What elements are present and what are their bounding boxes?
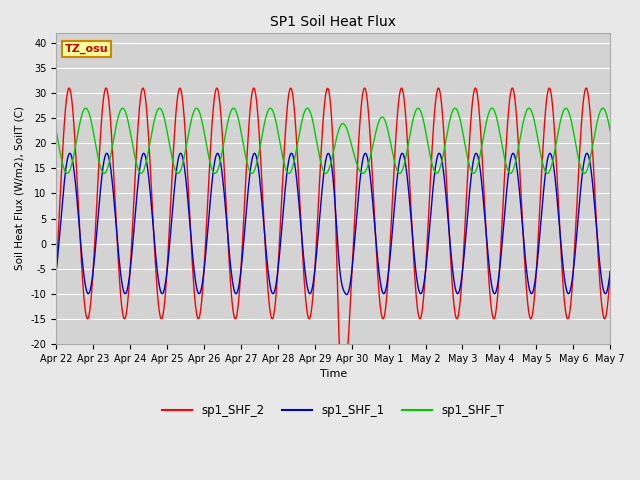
Text: TZ_osu: TZ_osu <box>65 44 108 54</box>
Legend: sp1_SHF_2, sp1_SHF_1, sp1_SHF_T: sp1_SHF_2, sp1_SHF_1, sp1_SHF_T <box>157 399 509 422</box>
Title: SP1 Soil Heat Flux: SP1 Soil Heat Flux <box>270 15 396 29</box>
X-axis label: Time: Time <box>319 369 347 379</box>
Y-axis label: Soil Heat Flux (W/m2), SoilT (C): Soil Heat Flux (W/m2), SoilT (C) <box>15 107 25 270</box>
